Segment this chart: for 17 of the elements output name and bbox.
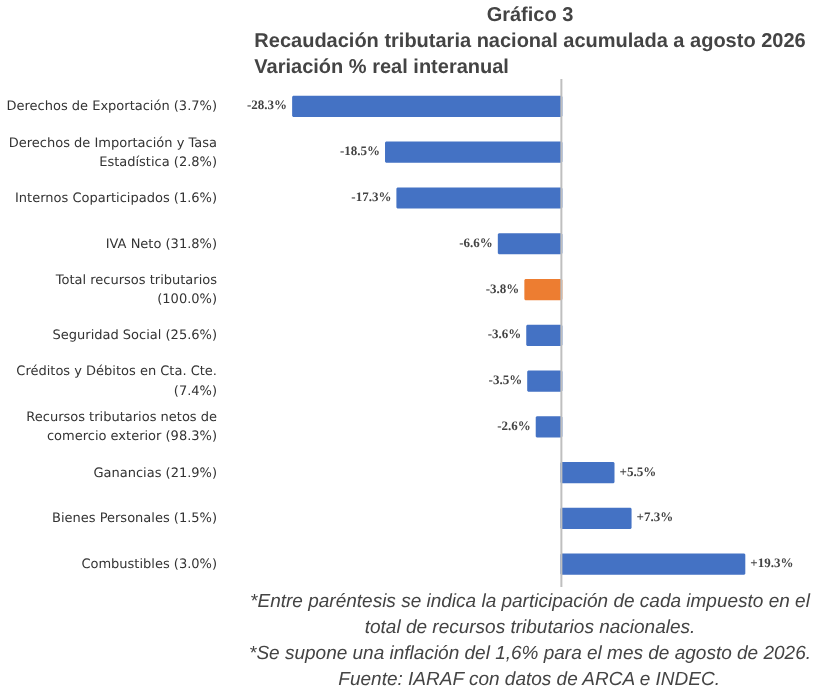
text: total de recursos tributarios nacionales. [364,617,696,639]
bar [385,141,563,163]
bar [497,233,563,255]
bar [527,370,563,392]
bar [560,507,632,529]
bar [560,461,615,484]
bar [535,416,563,438]
bar [560,553,746,575]
chart-subtitle: Recaudación tributaria nacional acumulada a agosto 2026 Variación % real interanual [254,30,807,79]
source-note: Fuente: IARAF con datos de ARCA e INDEC. [338,669,720,690]
bar [396,187,563,209]
text: *Entre paréntesis se indica la participación de cada impuesto en el [250,591,812,613]
bar [524,278,563,301]
text: *Se supone una inflación del 1,6% para el mes de agosto de 2026. [249,643,811,665]
chart-title: Gráfico 3 [486,5,575,27]
bar [292,95,563,118]
bar [526,324,563,346]
